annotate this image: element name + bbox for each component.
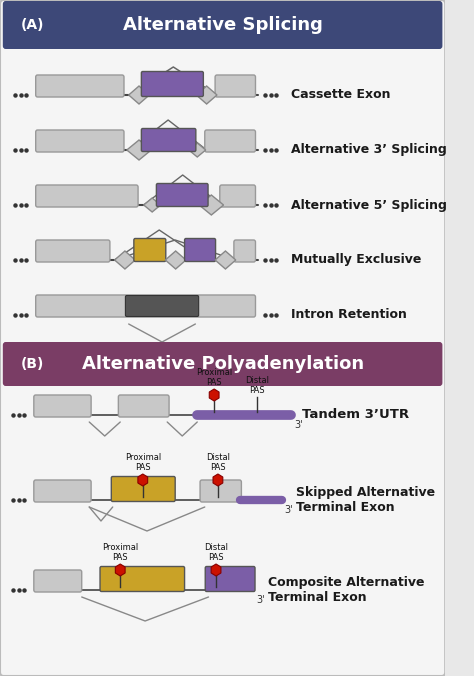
Text: Distal
PAS: Distal PAS — [206, 453, 230, 472]
Text: Distal
PAS: Distal PAS — [204, 543, 228, 562]
Polygon shape — [115, 251, 135, 269]
FancyBboxPatch shape — [0, 0, 445, 676]
Text: 3': 3' — [284, 505, 293, 515]
Text: (B): (B) — [21, 357, 44, 371]
FancyBboxPatch shape — [205, 566, 255, 592]
FancyBboxPatch shape — [118, 395, 169, 417]
FancyBboxPatch shape — [141, 128, 196, 151]
Polygon shape — [115, 564, 125, 576]
Text: Alternative 3’ Splicing: Alternative 3’ Splicing — [291, 143, 447, 157]
Polygon shape — [189, 143, 206, 157]
Polygon shape — [127, 140, 151, 160]
FancyBboxPatch shape — [126, 295, 199, 316]
FancyBboxPatch shape — [200, 480, 241, 502]
Polygon shape — [211, 564, 221, 576]
FancyBboxPatch shape — [34, 395, 91, 417]
FancyBboxPatch shape — [111, 477, 175, 502]
FancyBboxPatch shape — [134, 239, 166, 262]
Polygon shape — [213, 474, 223, 486]
Text: Distal
PAS: Distal PAS — [246, 376, 269, 395]
FancyBboxPatch shape — [234, 240, 255, 262]
Text: Alternative Polyadenylation: Alternative Polyadenylation — [82, 355, 364, 373]
FancyBboxPatch shape — [34, 480, 91, 502]
FancyBboxPatch shape — [3, 1, 442, 49]
Text: Composite Alternative
Terminal Exon: Composite Alternative Terminal Exon — [268, 576, 424, 604]
FancyBboxPatch shape — [156, 183, 208, 206]
Text: Proximal
PAS: Proximal PAS — [125, 453, 161, 472]
Text: Intron Retention: Intron Retention — [291, 308, 407, 322]
Text: Skipped Alternative
Terminal Exon: Skipped Alternative Terminal Exon — [296, 486, 435, 514]
Text: Alternative 5’ Splicing: Alternative 5’ Splicing — [291, 199, 447, 212]
Polygon shape — [138, 474, 148, 486]
Text: Tandem 3’UTR: Tandem 3’UTR — [302, 408, 410, 422]
FancyBboxPatch shape — [220, 185, 255, 207]
Polygon shape — [165, 251, 186, 269]
FancyBboxPatch shape — [215, 75, 255, 97]
FancyBboxPatch shape — [34, 570, 82, 592]
Text: 3': 3' — [256, 595, 265, 605]
FancyBboxPatch shape — [36, 130, 124, 152]
Text: Proximal
PAS: Proximal PAS — [102, 543, 138, 562]
FancyBboxPatch shape — [100, 566, 184, 592]
Polygon shape — [128, 86, 149, 104]
FancyBboxPatch shape — [36, 75, 124, 97]
Text: Proximal
PAS: Proximal PAS — [196, 368, 232, 387]
Polygon shape — [196, 86, 217, 104]
Text: 3': 3' — [294, 420, 302, 430]
FancyBboxPatch shape — [3, 342, 442, 386]
FancyBboxPatch shape — [205, 130, 255, 152]
Polygon shape — [199, 195, 224, 215]
Text: Alternative Splicing: Alternative Splicing — [123, 16, 322, 34]
Polygon shape — [144, 198, 161, 212]
FancyBboxPatch shape — [36, 295, 255, 317]
FancyBboxPatch shape — [141, 72, 203, 97]
FancyBboxPatch shape — [36, 185, 138, 207]
Text: Mutually Exclusive: Mutually Exclusive — [291, 254, 421, 266]
Polygon shape — [215, 251, 236, 269]
Text: Cassette Exon: Cassette Exon — [291, 89, 391, 101]
Text: (A): (A) — [21, 18, 44, 32]
Polygon shape — [210, 389, 219, 401]
FancyBboxPatch shape — [36, 240, 110, 262]
FancyBboxPatch shape — [184, 239, 216, 262]
